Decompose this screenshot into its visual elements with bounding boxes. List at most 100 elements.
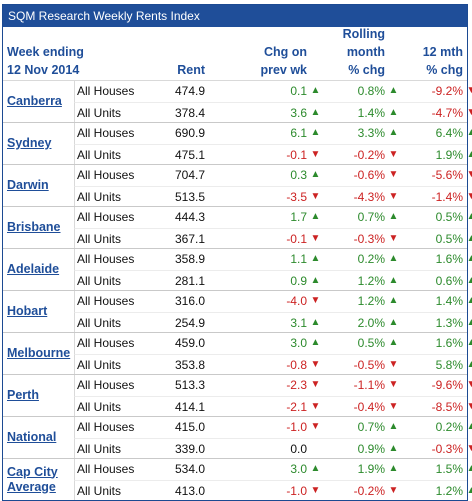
dwelling-type: All Units (77, 271, 121, 292)
city-link[interactable]: Perth (7, 388, 39, 403)
twelve-mth-chg: 1.2%▲ (436, 481, 463, 501)
rolling-month-value: 1.2% (358, 274, 385, 288)
up-arrow-icon: ▲ (310, 165, 321, 186)
rolling-month-value: -1.1% (354, 378, 385, 392)
rolling-month-chg: 1.2%▲ (358, 291, 385, 312)
chg-prev-wk-value: 1.7 (290, 210, 307, 224)
rent-value: 378.4 (135, 103, 205, 124)
twelve-mth-chg: 0.6%▲ (436, 271, 463, 292)
rolling-month-value: -0.6% (354, 168, 385, 182)
down-arrow-icon: ▼ (310, 417, 321, 438)
dwelling-type: All Houses (77, 249, 134, 270)
rolling-month-chg: -0.3%▼ (354, 229, 385, 250)
twelve-mth-value: 0.5% (436, 232, 463, 246)
rent-value: 704.7 (135, 165, 205, 186)
up-arrow-icon: ▲ (388, 103, 399, 124)
down-arrow-icon: ▼ (310, 145, 321, 166)
down-arrow-icon: ▼ (466, 375, 472, 396)
twelve-mth-value: -5.6% (432, 168, 463, 182)
chg-prev-wk-value: -1.0 (286, 484, 307, 498)
rolling-month-value: 0.7% (358, 420, 385, 434)
rent-value: 254.9 (135, 313, 205, 334)
city-link[interactable]: Hobart (7, 304, 47, 319)
up-arrow-icon: ▲ (310, 103, 321, 124)
up-arrow-icon: ▲ (466, 291, 472, 312)
up-arrow-icon: ▲ (310, 271, 321, 292)
chg-prev-wk-value: 3.6 (290, 106, 307, 120)
up-arrow-icon: ▲ (466, 355, 472, 376)
dwelling-type: All Units (77, 229, 121, 250)
down-arrow-icon: ▼ (310, 397, 321, 418)
up-arrow-icon: ▲ (388, 333, 399, 354)
rents-index-widget: SQM Research Weekly Rents Index Week end… (2, 4, 468, 501)
rolling-month-chg: -0.2%▼ (354, 145, 385, 166)
city-link[interactable]: Canberra (7, 94, 62, 109)
down-arrow-icon: ▼ (388, 165, 399, 186)
twelve-mth-chg: 1.3%▲ (436, 313, 463, 334)
column-headers: Week ending 12 Nov 2014 Rent Chg on prev… (3, 27, 467, 81)
twelve-mth-value: 0.2% (436, 420, 463, 434)
dwelling-type: All Houses (77, 291, 134, 312)
city-link[interactable]: Cap City Average (7, 465, 75, 495)
twelve-mth-chg: 1.6%▲ (436, 333, 463, 354)
dwelling-type: All Houses (77, 459, 134, 480)
rent-value: 353.8 (135, 355, 205, 376)
dwelling-type: All Houses (77, 123, 134, 144)
twelve-mth-value: 1.9% (436, 148, 463, 162)
twelve-mth-chg: 0.5%▲ (436, 207, 463, 228)
rent-value: 459.0 (135, 333, 205, 354)
rent-value: 513.5 (135, 187, 205, 208)
rent-value: 413.0 (135, 481, 205, 501)
twelve-mth-value: 0.5% (436, 210, 463, 224)
city-link[interactable]: Adelaide (7, 262, 59, 277)
chg-prev-wk: 3.1▲ (290, 313, 307, 334)
rolling-month-chg: -1.1%▼ (354, 375, 385, 396)
rent-value: 358.9 (135, 249, 205, 270)
chg-prev-wk-value: 0.3 (290, 168, 307, 182)
down-arrow-icon: ▼ (310, 229, 321, 250)
rolling-month-chg: 0.9%▲ (358, 439, 385, 460)
twelve-mth-value: -1.4% (432, 190, 463, 204)
up-arrow-icon: ▲ (466, 123, 472, 144)
city-link[interactable]: Melbourne (7, 346, 70, 361)
up-arrow-icon: ▲ (466, 207, 472, 228)
city-link[interactable]: National (7, 430, 56, 445)
down-arrow-icon: ▼ (310, 375, 321, 396)
rolling-month-value: -4.3% (354, 190, 385, 204)
rolling-month-value: 2.0% (358, 316, 385, 330)
chg-prev-wk: 0.9▲ (290, 271, 307, 292)
down-arrow-icon: ▼ (466, 103, 472, 124)
city-link[interactable]: Brisbane (7, 220, 61, 235)
twelve-mth-value: 1.5% (436, 462, 463, 476)
rolling-month-value: 1.2% (358, 294, 385, 308)
chg-prev-wk: 1.1▲ (290, 249, 307, 270)
twelve-mth-chg: 1.4%▲ (436, 291, 463, 312)
chg-prev-wk: 0.0 (290, 439, 307, 460)
header-rent: Rent (173, 61, 205, 79)
dwelling-type: All Units (77, 103, 121, 124)
rolling-month-value: -0.2% (354, 484, 385, 498)
rolling-month-value: 0.5% (358, 336, 385, 350)
twelve-mth-value: 0.6% (436, 274, 463, 288)
up-arrow-icon: ▲ (388, 249, 399, 270)
up-arrow-icon: ▲ (388, 417, 399, 438)
twelve-mth-chg: 0.5%▲ (436, 229, 463, 250)
rolling-month-chg: 0.5%▲ (358, 333, 385, 354)
city-link[interactable]: Sydney (7, 136, 51, 151)
dwelling-type: All Houses (77, 81, 134, 102)
dwelling-type: All Houses (77, 375, 134, 396)
rolling-month-value: 1.9% (358, 462, 385, 476)
chg-prev-wk-value: -0.8 (286, 358, 307, 372)
rolling-month-chg: 2.0%▲ (358, 313, 385, 334)
rent-value: 414.1 (135, 397, 205, 418)
city-link[interactable]: Darwin (7, 178, 49, 193)
